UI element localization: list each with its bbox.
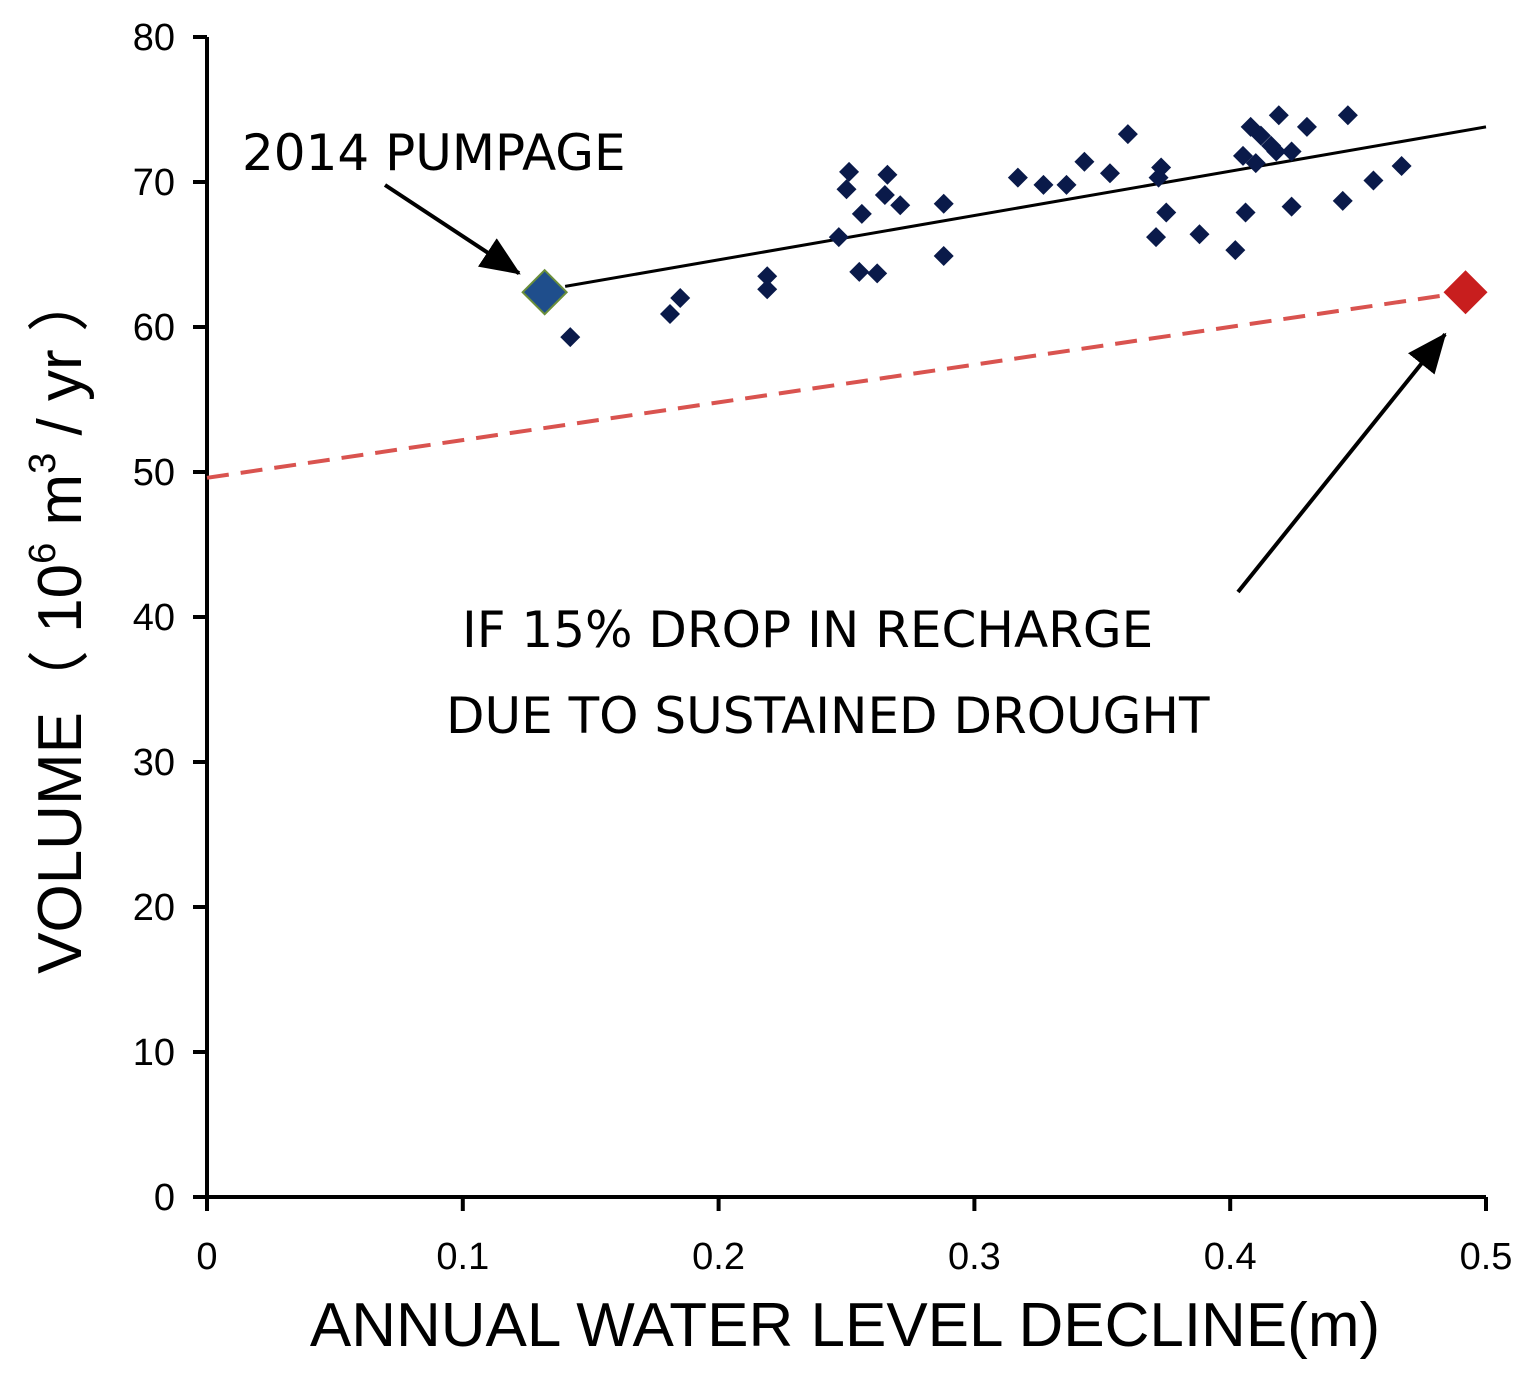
- y-tick-label: 80: [133, 17, 175, 59]
- x-axis-label: ANNUAL WATER LEVEL DECLINE(m): [309, 1291, 1381, 1360]
- data-point: [1156, 202, 1177, 223]
- recharge-arrow: [1236, 332, 1447, 594]
- data-point: [1245, 153, 1266, 174]
- pumpage-annotation-text: 2014 PUMPAGE: [242, 124, 626, 182]
- data-point: [1151, 157, 1172, 178]
- axes: 0 10 20 30 40 50 60 70 80 0 0.1 0.2 0.3 0.4 0.5: [133, 17, 1513, 1278]
- y-tick-label: 70: [133, 162, 175, 204]
- data-point: [1268, 105, 1289, 126]
- y-tick-label: 0: [154, 1177, 175, 1219]
- data-point: [1056, 174, 1077, 195]
- data-point: [874, 185, 895, 206]
- y-axis-label-suffix: / yr ）: [26, 270, 95, 453]
- y-tick-label: 30: [133, 742, 175, 784]
- data-point: [1146, 227, 1167, 248]
- y-tick-label: 10: [133, 1032, 175, 1074]
- data-point: [933, 245, 954, 266]
- data-point: [1235, 202, 1256, 223]
- data-point: [1007, 167, 1028, 188]
- data-point: [851, 203, 872, 224]
- data-point: [659, 303, 680, 324]
- fit-line: [564, 125, 1487, 288]
- data-point: [1281, 141, 1302, 162]
- x-tick-label: 0.2: [692, 1236, 745, 1278]
- data-point: [757, 279, 778, 300]
- annotations: 2014 PUMPAGE IF 15% DROP IN RECHARGE DUE T…: [242, 124, 1447, 745]
- data-point: [670, 288, 691, 308]
- data-point: [1232, 145, 1253, 166]
- pumpage-arrow: [383, 183, 521, 276]
- recharge-annotation-line2: DUE TO SUSTAINED DROUGHT: [446, 687, 1210, 745]
- y-axis-label-prefix: VOLUME（ 10: [26, 563, 95, 974]
- data-point: [877, 164, 898, 185]
- data-point: [890, 195, 911, 216]
- recharge-annotation-line1: IF 15% DROP IN RECHARGE: [462, 601, 1153, 659]
- data-point: [1074, 151, 1095, 172]
- data-point: [839, 161, 860, 182]
- y-tick-label: 60: [133, 307, 175, 349]
- data-point: [560, 327, 581, 348]
- x-tick-label: 0.5: [1460, 1236, 1513, 1278]
- data-point: [849, 261, 870, 282]
- data-point: [836, 179, 857, 200]
- y-axis-label-unit: m: [26, 473, 95, 543]
- x-tick-label: 0.1: [436, 1236, 489, 1278]
- data-point: [1099, 163, 1120, 184]
- data-point: [1363, 170, 1384, 191]
- data-point: [933, 193, 954, 214]
- data-point: [1250, 125, 1271, 146]
- fit-lines: [206, 125, 1487, 480]
- x-tick-label: 0.3: [948, 1236, 1001, 1278]
- data-point: [1189, 224, 1210, 245]
- data-points: [521, 105, 1488, 348]
- y-tick-label: 40: [133, 597, 175, 639]
- y-axis-label-exponent-6: 6: [22, 542, 64, 564]
- data-point: [1117, 124, 1138, 145]
- x-tick-label: 0.4: [1204, 1236, 1257, 1278]
- data-point: [828, 227, 849, 248]
- y-axis-label-exponent-3: 3: [22, 452, 64, 474]
- data-point: [1225, 240, 1246, 261]
- data-point: [757, 266, 778, 287]
- data-point: [1337, 105, 1358, 126]
- y-tick-label: 20: [133, 887, 175, 929]
- data-point: [1266, 141, 1287, 162]
- drought-projection-line: [206, 290, 1466, 480]
- y-tick-label: 50: [133, 452, 175, 494]
- data-point: [1033, 174, 1054, 195]
- x-tick-label: 0: [196, 1236, 217, 1278]
- data-point: [1332, 190, 1353, 211]
- 15-drop-scenario-marker: [1443, 270, 1488, 315]
- y-axis-label: VOLUME（ 106 m3 / yr ）: [9, 270, 99, 974]
- data-point: [1281, 196, 1302, 217]
- data-point: [867, 263, 888, 284]
- data-point: [1391, 156, 1412, 177]
- data-point: [1296, 116, 1317, 137]
- 2014-pumpage-marker: [521, 268, 569, 316]
